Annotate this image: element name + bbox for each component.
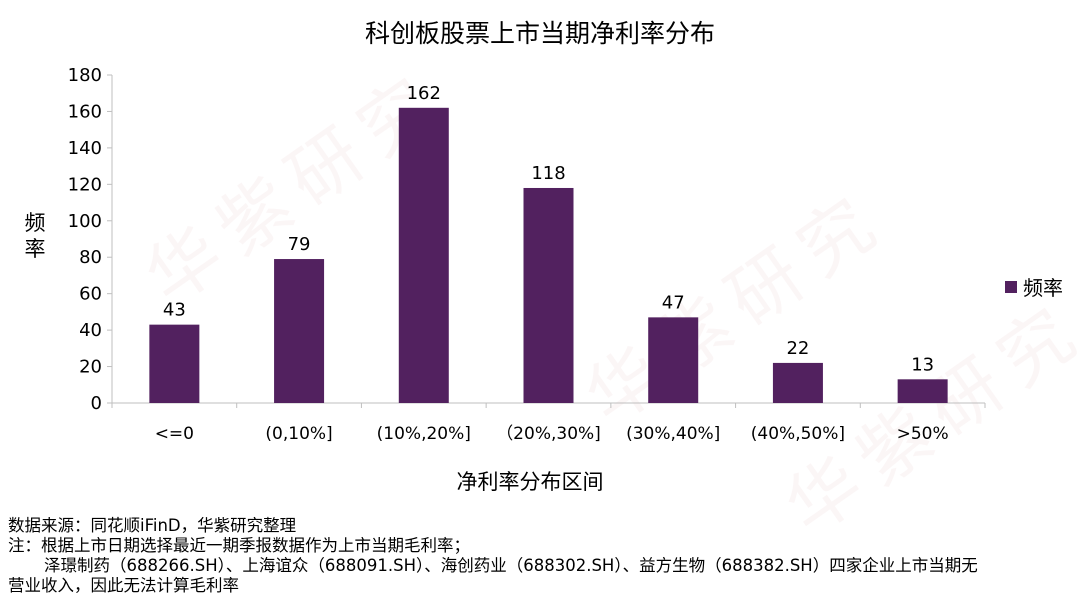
x-tick-label: (40%,50%]: [751, 424, 845, 444]
bar: [897, 379, 948, 403]
bar: [648, 317, 699, 403]
x-tick-label: <=0: [155, 424, 194, 444]
bar: [523, 187, 574, 403]
bar: [274, 259, 325, 403]
y-tick-label: 140: [68, 138, 102, 159]
note-line: 营业收入，因此无法计算毛利率: [8, 576, 239, 595]
note-line: 注：根据上市日期选择最近一期季报数据作为上市当期毛利率；: [8, 536, 470, 555]
y-axis-label: 频率: [24, 211, 46, 261]
data-label: 22: [786, 338, 809, 359]
bar: [149, 324, 200, 403]
y-tick-label: 40: [79, 320, 102, 341]
data-label: 79: [288, 234, 311, 255]
data-label: 118: [531, 163, 565, 184]
x-tick-label: (10%,20%]: [377, 424, 471, 444]
legend-swatch: [1005, 280, 1017, 293]
y-tick-label: 100: [68, 211, 102, 232]
note-line: 泽璟制药（688266.SH）、上海谊众（688091.SH）、海创药业（688…: [44, 556, 978, 575]
data-label: 47: [662, 292, 685, 313]
y-tick-label: 180: [68, 65, 102, 86]
bar: [772, 362, 823, 403]
x-tick-label: (30%,40%]: [626, 424, 720, 444]
chart-title: 科创板股票上市当期净利率分布: [364, 19, 715, 48]
legend-label: 频率: [1023, 276, 1063, 300]
legend: 频率: [1005, 272, 1063, 301]
y-tick-label: 0: [91, 393, 102, 414]
x-axis-label: 净利率分布区间: [456, 470, 604, 494]
data-label: 162: [407, 83, 441, 104]
y-tick-label: 80: [79, 247, 102, 268]
y-tick-label: 160: [68, 101, 102, 122]
data-label: 43: [163, 300, 186, 321]
source-note: 数据来源：同花顺iFinD，华紫研究整理: [8, 516, 297, 535]
data-label: 13: [911, 354, 934, 375]
bar: [398, 107, 449, 404]
x-tick-label: (0,10%]: [265, 424, 332, 444]
y-tick-label: 120: [68, 174, 102, 195]
x-tick-label: >50%: [897, 424, 949, 444]
footnotes: 数据来源：同花顺iFinD，华紫研究整理 注：根据上市日期选择最近一期季报数据作…: [8, 516, 1076, 596]
y-tick-label: 20: [79, 357, 102, 378]
y-tick-label: 60: [79, 284, 102, 305]
bar-chart: 0 20 40 60 80 100 120 140 160 180 43 <=0 79 (0,10%] 16…: [68, 65, 986, 444]
x-tick-label: （20%,30%]: [496, 424, 601, 444]
